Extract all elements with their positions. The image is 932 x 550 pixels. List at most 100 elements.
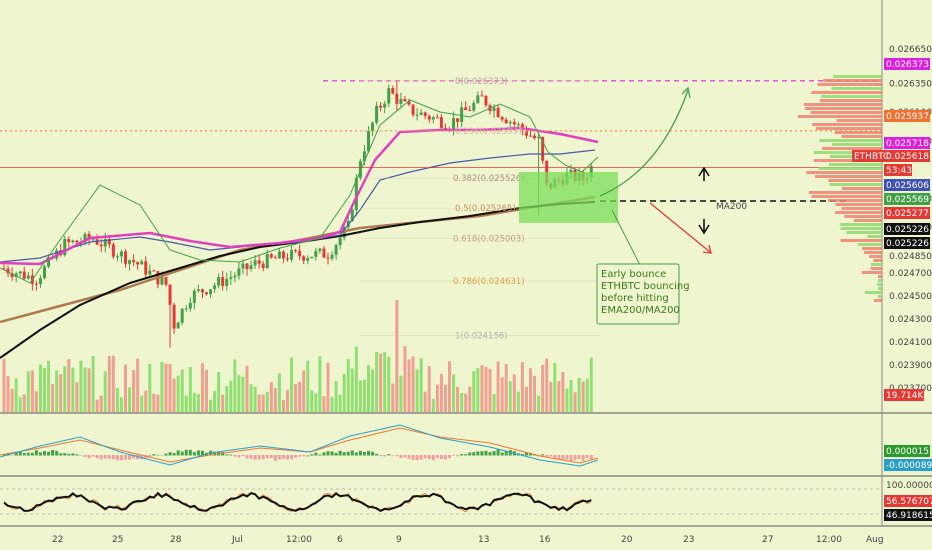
price-tick-label: 0.023900 <box>889 361 932 371</box>
volume-bar <box>103 371 107 412</box>
volume-bar <box>269 382 273 412</box>
macd-histogram-bar <box>553 455 557 460</box>
volume-bars <box>2 300 593 412</box>
volume-bar <box>99 395 103 412</box>
volume-bar <box>496 361 500 412</box>
volume-bar <box>47 360 51 412</box>
macd-histogram-bar <box>411 455 415 460</box>
volume-bar <box>585 378 589 412</box>
volume-bar <box>71 367 75 412</box>
volume-bar <box>549 381 553 412</box>
volume-bar <box>249 384 253 412</box>
volume-bar <box>38 364 42 412</box>
candle-body <box>192 290 196 303</box>
candle-body <box>468 110 472 112</box>
macd-histogram-bar <box>480 451 484 456</box>
volume-bar <box>545 358 549 412</box>
candle-body <box>464 107 468 111</box>
up-arrow-head <box>681 86 691 99</box>
volume-bar <box>577 378 581 412</box>
candle-body <box>391 88 395 94</box>
macd-histogram-bar <box>176 450 180 456</box>
candle-body <box>164 277 168 285</box>
volume-bar <box>107 356 111 412</box>
macd-histogram-bar <box>431 455 435 461</box>
candle-body <box>484 95 488 106</box>
countdown-bg <box>884 164 912 176</box>
volume-bar <box>59 374 63 412</box>
candle-body <box>184 308 188 310</box>
macd-histogram-bar <box>492 451 496 456</box>
candle-body <box>200 289 204 293</box>
volume-bar <box>439 373 443 412</box>
down-arrow-head <box>702 244 712 254</box>
candle-body <box>286 258 289 260</box>
volume-bar <box>196 393 200 412</box>
macd-histogram-bar <box>115 455 119 461</box>
candle-body <box>294 249 298 251</box>
candle-body <box>273 257 277 259</box>
macd-histogram-bar <box>237 455 241 458</box>
ema-pink-line <box>0 126 599 266</box>
macd-histogram-bar <box>10 455 14 456</box>
time-tick-label: 23 <box>683 535 694 545</box>
volume-bar <box>589 357 593 412</box>
price-badge: 0.025277 <box>886 209 929 219</box>
macd-histogram-bar <box>557 455 561 460</box>
candle-body <box>99 244 103 247</box>
time-tick-label: 9 <box>396 535 402 545</box>
candle-body <box>520 124 524 130</box>
volume-badge: 19.714K <box>886 391 924 401</box>
volume-bar <box>192 392 196 412</box>
candle-body <box>205 292 208 295</box>
macd-signal-badge-bg <box>884 459 932 471</box>
candle-body <box>298 250 302 257</box>
candle-body <box>452 118 456 130</box>
price-badge-bg <box>884 193 930 205</box>
macd-histogram-bar <box>435 455 439 459</box>
macd-histogram-bar <box>213 451 217 456</box>
macd-histogram-bar <box>128 455 132 460</box>
time-tick-label: 20 <box>621 535 633 545</box>
volume-bar <box>245 365 249 412</box>
candle-body <box>338 237 342 246</box>
macd-histogram-bar <box>367 451 370 456</box>
volume-profile-bar <box>812 123 882 126</box>
candle-body <box>306 258 310 261</box>
volume-bar <box>217 372 221 412</box>
macd-histogram-bar <box>577 455 581 459</box>
volume-bar <box>14 378 18 412</box>
volume-bar <box>164 363 168 412</box>
macd-histogram-bar <box>569 455 573 461</box>
callout-text: Early bounce <box>601 269 666 280</box>
macd-histogram-bar <box>338 450 342 456</box>
macd-histogram-bar <box>269 455 273 459</box>
candle-body <box>107 239 111 245</box>
macd-histogram-bar <box>387 454 391 456</box>
macd-histogram-bar <box>38 452 42 456</box>
macd-histogram-bar <box>51 450 55 456</box>
macd-histogram-bar <box>241 455 245 456</box>
candle-body <box>265 254 269 269</box>
volume-bar <box>26 371 30 412</box>
candle-body <box>472 102 476 111</box>
volume-bar <box>452 374 456 412</box>
price-badge-bg <box>884 237 930 249</box>
macd-histogram-bar <box>549 455 553 457</box>
volume-profile-bar <box>813 151 882 154</box>
macd-histogram-bar <box>520 454 524 456</box>
candle-body <box>152 270 156 272</box>
candle-body <box>435 117 439 119</box>
macd-histogram-bar <box>180 451 184 456</box>
candle-body <box>322 248 326 258</box>
candle-body <box>6 268 10 274</box>
candle-body <box>423 112 427 116</box>
candle-body <box>508 122 512 124</box>
macd-histogram-bar <box>83 455 87 457</box>
volume-bar <box>504 364 508 412</box>
volume-bar <box>67 359 71 412</box>
price-badge: 0.025226 <box>886 225 929 235</box>
macd-histogram-bar <box>298 455 302 457</box>
